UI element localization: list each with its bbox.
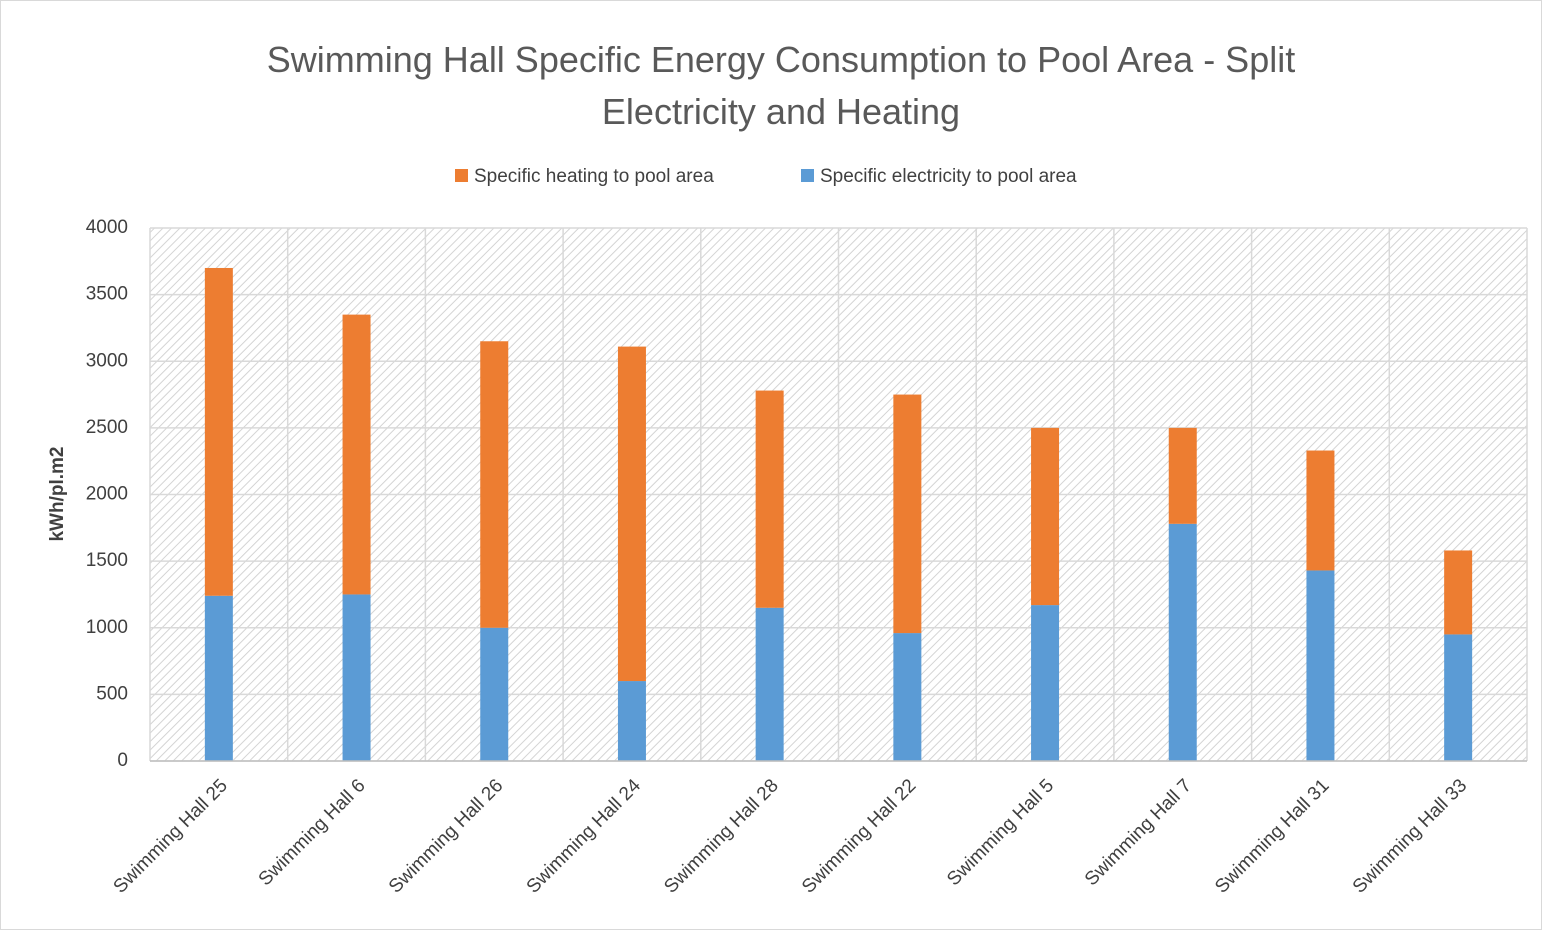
bar-segment — [1031, 427, 1060, 606]
y-tick-label: 3000 — [86, 350, 128, 371]
x-tick-label: Swimming Hall 6 — [255, 775, 370, 890]
bar-segment — [617, 681, 646, 761]
bar-segment — [1444, 550, 1473, 635]
x-tick-label: Swimming Hall 22 — [798, 775, 920, 897]
y-tick-label: 1000 — [86, 617, 128, 638]
x-tick-label: Swimming Hall 5 — [943, 775, 1058, 890]
bar-segment — [1031, 605, 1060, 761]
y-tick-label: 500 — [96, 683, 128, 704]
x-tick-label: Swimming Hall 7 — [1081, 775, 1196, 890]
x-tick-label: Swimming Hall 26 — [385, 775, 507, 897]
legend-swatch — [455, 169, 468, 182]
bar-segment — [1168, 523, 1197, 761]
y-tick-label: 3500 — [86, 284, 128, 305]
y-tick-label: 2000 — [86, 484, 128, 505]
bar-segment — [1306, 570, 1335, 761]
chart-title: Swimming Hall Specific Energy Consumptio… — [266, 39, 1296, 132]
y-tick-label: 4000 — [86, 217, 128, 238]
bar-segment — [893, 394, 922, 634]
legend-label: Specific electricity to pool area — [820, 166, 1077, 187]
bar-segment — [480, 627, 509, 761]
bar-segment — [204, 595, 233, 761]
bar-segment — [204, 267, 233, 596]
bar-segment — [1444, 634, 1473, 761]
legend-swatch — [801, 169, 814, 182]
bar-segment — [1306, 450, 1335, 571]
x-tick-label: Swimming Hall 25 — [110, 775, 232, 897]
legend-label: Specific heating to pool area — [474, 166, 714, 187]
x-tick-label: Swimming Hall 28 — [660, 775, 782, 897]
y-tick-label: 2500 — [86, 417, 128, 438]
bar-segment — [617, 346, 646, 682]
bar-segment — [755, 390, 784, 608]
bar-segment — [1168, 427, 1197, 524]
x-tick-label: Swimming Hall 33 — [1349, 775, 1471, 897]
bar-segment — [342, 594, 371, 761]
bar-segment — [893, 633, 922, 761]
bar-segment — [755, 607, 784, 761]
y-tick-label: 0 — [117, 750, 128, 771]
x-tick-label: Swimming Hall 24 — [523, 775, 646, 898]
bar-segment — [342, 314, 371, 595]
bar-segment — [480, 341, 509, 628]
x-tick-label: Swimming Hall 31 — [1211, 775, 1333, 897]
y-axis-label: kWh/pl.m2 — [47, 446, 68, 541]
y-tick-label: 1500 — [86, 550, 128, 571]
